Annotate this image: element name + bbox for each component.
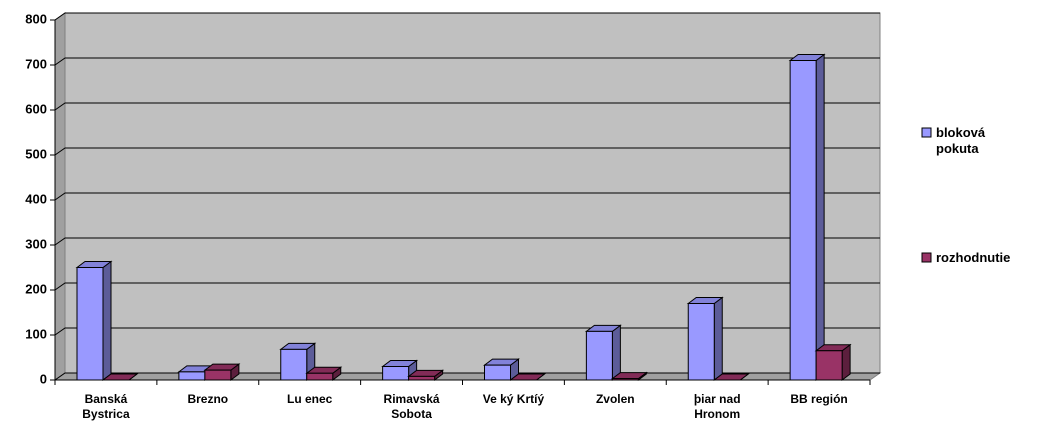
bar-front — [204, 369, 232, 381]
bar-front — [76, 267, 104, 381]
bar-front — [789, 60, 817, 381]
bar — [101, 373, 139, 381]
grid-line — [54, 57, 880, 66]
y-tick-label: 600 — [25, 101, 47, 116]
x-tick-label: Zvolen — [595, 392, 635, 406]
y-tick-label: 800 — [25, 11, 47, 26]
bar-front — [585, 330, 613, 381]
bar — [610, 371, 648, 381]
bar — [509, 373, 546, 381]
bar-side — [815, 53, 825, 381]
y-tick-label: 300 — [25, 236, 47, 251]
x-tick-label: Lu enec — [287, 392, 333, 406]
y-tick-label: 700 — [25, 56, 47, 71]
bar-front — [382, 366, 410, 381]
legend-label: rozhodnutie — [936, 250, 1011, 265]
y-tick-label: 100 — [25, 326, 47, 341]
bar-front — [687, 303, 715, 381]
bar — [203, 363, 241, 381]
bar — [814, 343, 852, 381]
grid-line — [54, 282, 880, 291]
grid-line — [54, 147, 880, 156]
bar — [305, 366, 343, 381]
x-tick-label: Ve ký Krtíý — [482, 392, 545, 406]
grid-line — [54, 237, 880, 246]
bar-side — [102, 260, 112, 381]
legend-swatch — [921, 252, 932, 263]
bar — [75, 260, 113, 381]
legend-swatch — [921, 127, 932, 138]
y-tick-label: 500 — [25, 146, 47, 161]
bar — [712, 373, 750, 381]
y-tick-label: 200 — [25, 281, 47, 296]
x-tick-label: Banská Bystrica — [82, 392, 130, 421]
bar-front — [280, 348, 308, 381]
grid-line — [54, 102, 880, 111]
bar-side — [611, 324, 621, 381]
x-tick-label: þiar nad Hronom — [693, 392, 741, 421]
legend-label: bloková pokuta — [936, 125, 986, 156]
y-tick-label: 400 — [25, 191, 47, 206]
bar — [584, 324, 622, 381]
y-tick-label: 0 — [40, 371, 47, 386]
x-tick-label: Rimavská Sobota — [383, 392, 440, 421]
grid-line — [54, 192, 880, 201]
bar-side — [713, 296, 723, 381]
x-tick-label: Brezno — [187, 392, 229, 406]
bar — [407, 369, 445, 381]
bar — [788, 53, 826, 381]
bar — [483, 358, 520, 381]
bar-front — [484, 364, 511, 381]
bar-front — [178, 371, 206, 381]
x-tick-label: BB región — [790, 392, 848, 406]
bar-front — [306, 372, 334, 381]
bar-front — [408, 375, 436, 381]
bar-front — [815, 350, 843, 381]
grid-line — [54, 12, 880, 21]
bar — [686, 296, 724, 381]
bar-front — [611, 378, 639, 381]
